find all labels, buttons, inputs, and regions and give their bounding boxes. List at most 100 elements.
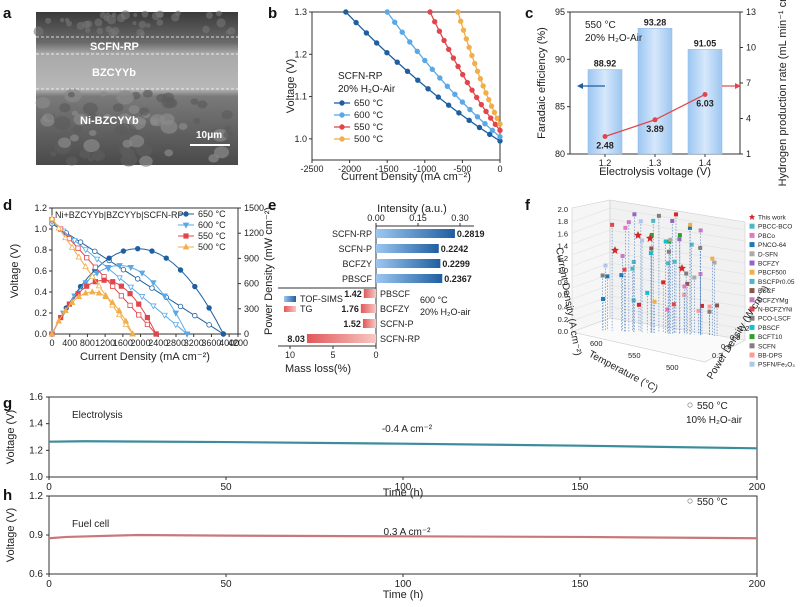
d-power-marker [136,301,142,307]
f-point [688,222,693,227]
d-voltage-marker [68,243,76,250]
f-legend-marker [749,352,755,358]
sem-grain [178,122,188,130]
panel-c-chart: 80 85 90 95 1 4 7 10 13 1.2 1.3 1.4 88.92 93.28 91.05… [536,0,789,186]
f-point [620,254,625,259]
d-power-marker [138,270,146,277]
e-tg-bar [306,334,376,343]
b-series-marker [466,117,472,124]
d-power-marker [89,288,96,295]
panel-label-a: a [3,5,12,22]
sem-texture [33,10,236,167]
e-xlabel-bottom: Mass loss(%) [285,363,351,375]
d-xtick-label: 2400 [148,338,168,348]
d-ytick-label: 1.0 [34,224,47,234]
b-series-marker [343,9,349,15]
b-series-marker [414,48,420,55]
b-series-marker [425,86,431,92]
d-ylabel-right: Power Density (mW cm⁻²) [263,207,275,335]
d-power-marker [84,283,90,289]
c-ytick-right-label: 10 [746,43,756,53]
e-annotation-2: 20% H₂O-air [420,307,471,317]
b-legend-marker [339,124,345,130]
b-series-marker [472,60,478,67]
f-point [670,218,675,223]
f-star-point [611,246,619,254]
b-series-marker [474,114,481,120]
panel-g-chart: 0 50 100 150 200 1.0 1.2 1.4 1.6 Electrolysis -0… [5,392,766,499]
c-ytick-right-label: 13 [746,7,756,17]
f-legend-label: PCO-LSCF [758,316,791,323]
g-legend-1: 550 °C [697,401,728,412]
b-series-marker [476,124,483,131]
d-power-marker [115,307,123,314]
d-voltage-marker [177,303,184,310]
b-series-marker [415,77,421,83]
sem-grain [128,135,145,148]
d-ytick-label: 0.0 [34,329,47,339]
c-rate-label: 2.48 [596,140,614,150]
e-tg-category: SCFN-RP [380,334,420,344]
d-legend-label: 650 °C [198,209,226,219]
d-power-marker [149,248,155,254]
d-ytick-label: 0.8 [34,245,47,255]
b-series-marker [497,121,503,127]
e-xtick-top-label: 0.00 [367,213,385,223]
g-plot-frame [48,396,758,478]
f-point [689,242,694,247]
b-xtick-label: -2000 [338,164,361,174]
b-series-marker [469,52,475,59]
f-ztick-label: 1.4 [558,242,568,251]
f-legend-marker [749,297,755,303]
sem-grain [71,110,79,116]
f-star-point [678,264,686,272]
f-point [663,239,668,244]
sem-grain [142,89,153,98]
d-power-marker [101,277,107,283]
e-tg-label: 1.76 [341,304,359,314]
sem-grain [133,13,138,18]
panel-label-e: e [268,197,276,214]
b-series-marker [399,29,405,35]
sem-grain [224,125,232,131]
f-point [692,275,697,280]
d-power-marker [92,279,98,285]
b-series-marker [467,106,473,113]
f-point [636,302,641,307]
sem-grain [139,107,150,116]
panel-b-chart: -2500 -2000 -1500 -1000 -500 0 1.0 1.1 1.2 1.3 SC… [285,7,503,183]
d-xlabel: Current Density (mA cm⁻²) [80,351,210,363]
d-power-marker [75,292,83,300]
b-series-marker [460,27,467,33]
sem-grain [100,91,107,97]
b-plot-frame [311,11,501,161]
d-ytick-right-label: 0 [244,329,249,339]
f-ztick-label: 0.2 [558,315,568,324]
e-tof-category: BCFZY [342,259,372,269]
d-legend-marker [182,243,190,250]
c-ytick-label: 95 [555,7,565,17]
d-voltage-marker [48,214,56,221]
b-series-marker [497,127,503,134]
e-legend-tof: TOF-SIMS [300,294,343,304]
f-xtick-label: 500 [666,363,679,372]
f-gridline [571,306,611,322]
sem-grain [136,143,153,157]
f-ztick-label: 0.6 [558,290,568,299]
c-ytick-right-label: 7 [746,78,751,88]
sem-grain [49,150,57,157]
b-series-marker [473,94,480,101]
h-ylabel: Voltage (V) [5,508,17,562]
ytick-label: 1.4 [29,419,43,430]
sem-grain [91,150,106,161]
f-gridline [571,317,611,333]
e-tof-label: 0.2242 [441,244,469,254]
d-legend-label: 500 °C [198,242,226,252]
f-point [666,249,671,254]
b-series-marker [422,57,428,64]
b-series-marker [456,110,462,116]
b-series-marker [489,127,496,134]
b-series-marker [480,83,486,89]
d-voltage-marker [149,285,155,291]
b-series-marker [432,19,438,25]
